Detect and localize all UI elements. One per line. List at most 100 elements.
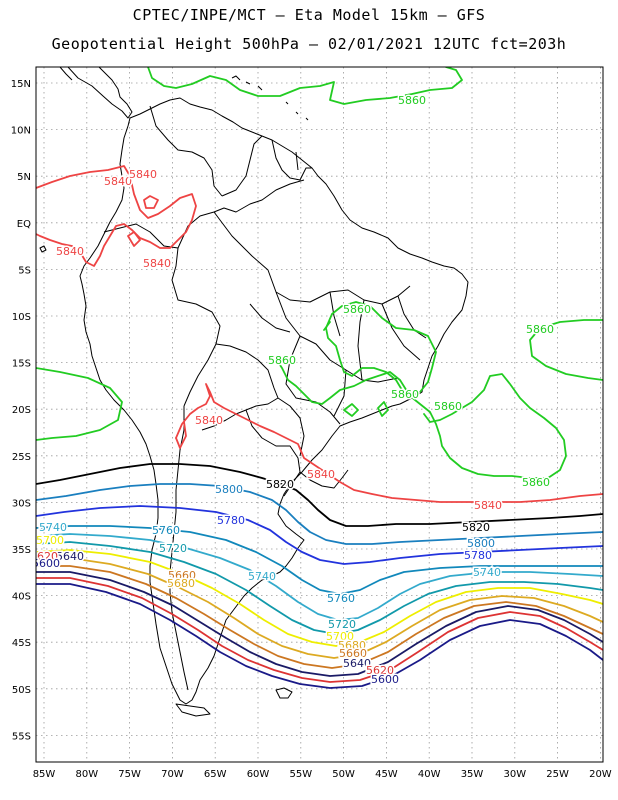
lat-tick-label: 5S	[18, 265, 31, 276]
label-5860-minas: 5860	[391, 388, 419, 401]
map-frame	[35, 66, 604, 763]
lat-tick-label: 25S	[12, 452, 31, 463]
lat-tick-label: 40S	[12, 592, 31, 603]
label-5840-bolivia: 5840	[195, 414, 223, 427]
border-uruguay	[299, 469, 349, 489]
central-america-coast	[67, 67, 133, 119]
label-5820-west: 5820	[266, 478, 294, 491]
label-5720-center: 5720	[328, 618, 356, 631]
contour-5600	[36, 583, 603, 689]
lon-tick-label: 60W	[247, 769, 270, 780]
border-colombia-venezuela	[149, 105, 223, 197]
lon-tick-label: 70W	[161, 769, 184, 780]
falklands-islands	[275, 687, 293, 699]
border-peru-bolivia	[183, 343, 217, 407]
lon-tick-label: 75W	[118, 769, 141, 780]
label-5860-atlantic: 5860	[526, 323, 554, 336]
label-5840-ecuador: 5840	[56, 245, 84, 258]
contour-5780	[36, 505, 603, 565]
label-5700-center: 5700	[326, 630, 354, 643]
lon-tick-label: 80W	[75, 769, 98, 780]
label-5860-bahia: 5860	[343, 303, 371, 316]
label-5840-colombia-a: 5840	[104, 175, 132, 188]
lon-tick-label: 55W	[289, 769, 312, 780]
contour-5760	[36, 525, 603, 595]
lon-tick-label: 25W	[546, 769, 569, 780]
label-5760-west: 5760	[152, 524, 180, 537]
label-5860-south-atlantic: 5860	[522, 476, 550, 489]
lat-tick-label: 5N	[17, 172, 31, 183]
lon-tick-label: 40W	[418, 769, 441, 780]
land-borders	[39, 67, 469, 717]
grid-lines	[36, 67, 603, 762]
lat-tick-label: EQ	[17, 219, 31, 230]
border-paraguay-brazil	[277, 397, 305, 457]
contour-5800	[36, 483, 603, 545]
border-paraguay-argentina	[245, 409, 301, 473]
label-5640-pacific: 5640	[56, 550, 84, 563]
contour-5860-brazil-small	[323, 321, 389, 417]
lon-tick-label: 65W	[204, 769, 227, 780]
contour-5640	[36, 571, 603, 677]
lat-tick-label: 35S	[12, 545, 31, 556]
contour-5840-south-west	[175, 421, 187, 449]
lon-tick-label: 20W	[589, 769, 612, 780]
label-5700-pacific: 5700	[36, 534, 64, 547]
lat-tick-label: 45S	[12, 638, 31, 649]
label-5640-center: 5640	[343, 657, 371, 670]
contour-5660	[36, 565, 603, 669]
label-5840-peru: 5840	[143, 257, 171, 270]
label-5780-west: 5780	[217, 514, 245, 527]
label-5860-goias: 5860	[268, 354, 296, 367]
lon-tick-label: 85W	[33, 769, 56, 780]
label-5840-east: 5840	[474, 499, 502, 512]
label-5660-west: 5660	[168, 569, 196, 582]
label-5600-pacific: 5600	[32, 557, 60, 570]
label-5620-center: 5620	[366, 664, 394, 677]
label-5800-east: 5800	[467, 537, 495, 550]
lat-tick-label: 20S	[12, 405, 31, 416]
border-bolivia-paraguay	[201, 397, 279, 431]
label-5860-caribbean: 5860	[398, 94, 426, 107]
lon-tick-label: 35W	[461, 769, 484, 780]
border-venezuela-guyana	[221, 135, 263, 197]
contour-5720	[36, 541, 603, 635]
lat-tick-label: 55S	[12, 731, 31, 742]
label-5820-east: 5820	[462, 521, 490, 534]
lat-tick-label: 15N	[11, 79, 31, 90]
label-5840-parana: 5840	[307, 468, 335, 481]
border-argentina-uruguay	[283, 471, 301, 497]
label-5740-center: 5740	[248, 570, 276, 583]
border-chile-argentina	[169, 406, 189, 691]
caribbean-coast	[59, 67, 73, 81]
contour-5840-colombia-inner	[127, 195, 159, 247]
label-5800-west: 5800	[215, 483, 243, 496]
galapagos	[39, 245, 47, 253]
label-5840-colombia-b: 5840	[129, 168, 157, 181]
contour-5860-caribbean	[147, 67, 463, 105]
contour-5860-pacific	[36, 367, 123, 441]
label-5680-west: 5680	[167, 577, 195, 590]
lon-tick-label: 30W	[503, 769, 526, 780]
tierra-del-fuego	[175, 703, 211, 717]
contour-5860-atlantic	[529, 319, 603, 381]
border-colombia-south	[103, 211, 215, 249]
label-5780-east: 5780	[464, 549, 492, 562]
contour-5700	[36, 549, 603, 647]
brazil-state-borders	[213, 211, 427, 425]
label-5760-center: 5760	[327, 592, 355, 605]
label-5860-espirito-santo: 5860	[434, 400, 462, 413]
contour-5740	[36, 533, 603, 621]
label-5720-west: 5720	[159, 542, 187, 555]
contour-5840-south	[175, 383, 603, 503]
caribbean-islands	[231, 75, 309, 121]
label-5600-center: 5600	[371, 673, 399, 686]
lat-tick-label: 10S	[12, 312, 31, 323]
contour-5680	[36, 557, 603, 659]
lat-tick-label: 15S	[12, 359, 31, 370]
lat-tick-label: 30S	[12, 498, 31, 509]
lon-tick-label: 50W	[332, 769, 355, 780]
border-brazil-north	[213, 179, 305, 213]
border-bolivia-brazil	[215, 343, 279, 399]
